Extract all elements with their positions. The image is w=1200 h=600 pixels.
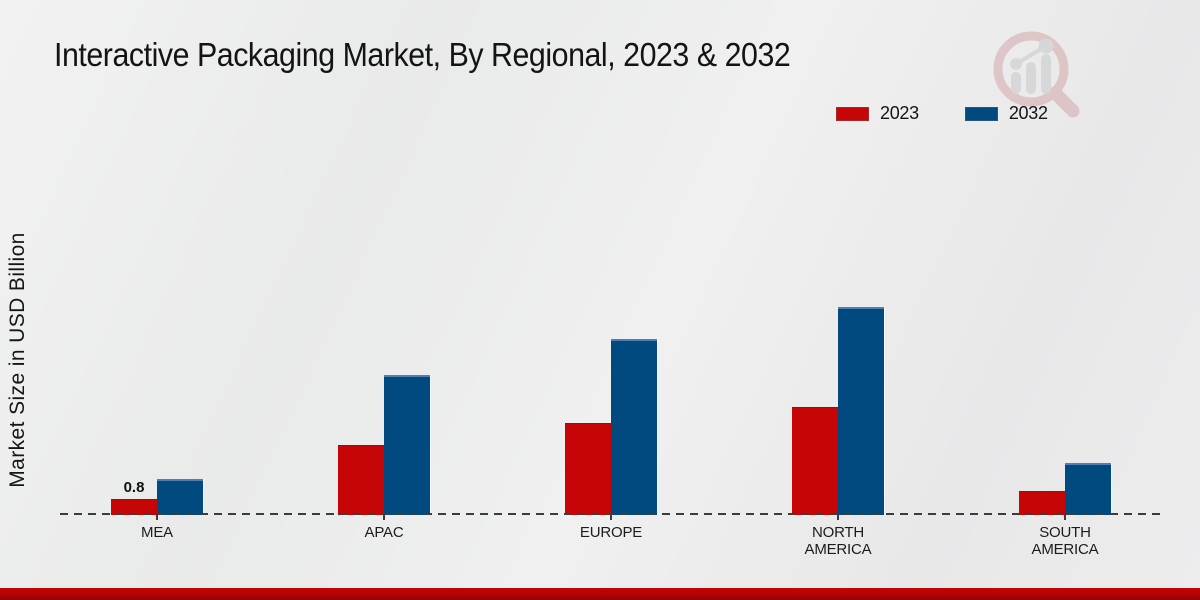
category-label-europe: EUROPE (579, 524, 643, 541)
bar-data-label: 0.8 (123, 479, 145, 496)
bar-2023-apac (338, 445, 384, 515)
bar-2023-south-america (1019, 491, 1065, 515)
x-axis-baseline (60, 513, 1160, 515)
chart-title: Interactive Packaging Market, By Regiona… (54, 36, 791, 73)
magnifier-bar-chart-logo-icon (993, 31, 1080, 118)
legend-swatch-2023 (836, 106, 869, 121)
legend-label-2023: 2023 (880, 103, 919, 123)
bar-2032-mea (157, 479, 203, 515)
bar-2023-europe (565, 423, 611, 515)
bar-2032-north-america (838, 307, 884, 515)
bar-2023-mea (111, 499, 157, 515)
axis-tick (837, 515, 839, 520)
legend: 2023 2032 (836, 103, 1048, 124)
bar-2032-apac (384, 375, 430, 515)
category-label-apac: APAC (364, 524, 404, 541)
legend-item-2032: 2032 (964, 103, 1048, 124)
category-label-north-america: NORTH AMERICA (804, 524, 872, 558)
axis-tick (156, 515, 158, 520)
axis-tick (383, 515, 385, 520)
bar-2032-europe (611, 339, 657, 515)
category-label-south-america: SOUTH AMERICA (1031, 524, 1099, 558)
footer-stripe (0, 588, 1200, 600)
category-label-mea: MEA (141, 524, 173, 541)
legend-item-2023: 2023 (836, 103, 919, 124)
legend-swatch-2032 (964, 106, 998, 121)
bar-2032-south-america (1065, 463, 1111, 515)
axis-tick (1064, 515, 1066, 520)
axis-tick (610, 515, 612, 520)
legend-label-2032: 2032 (1008, 103, 1048, 123)
bar-2023-north-america (792, 407, 838, 515)
